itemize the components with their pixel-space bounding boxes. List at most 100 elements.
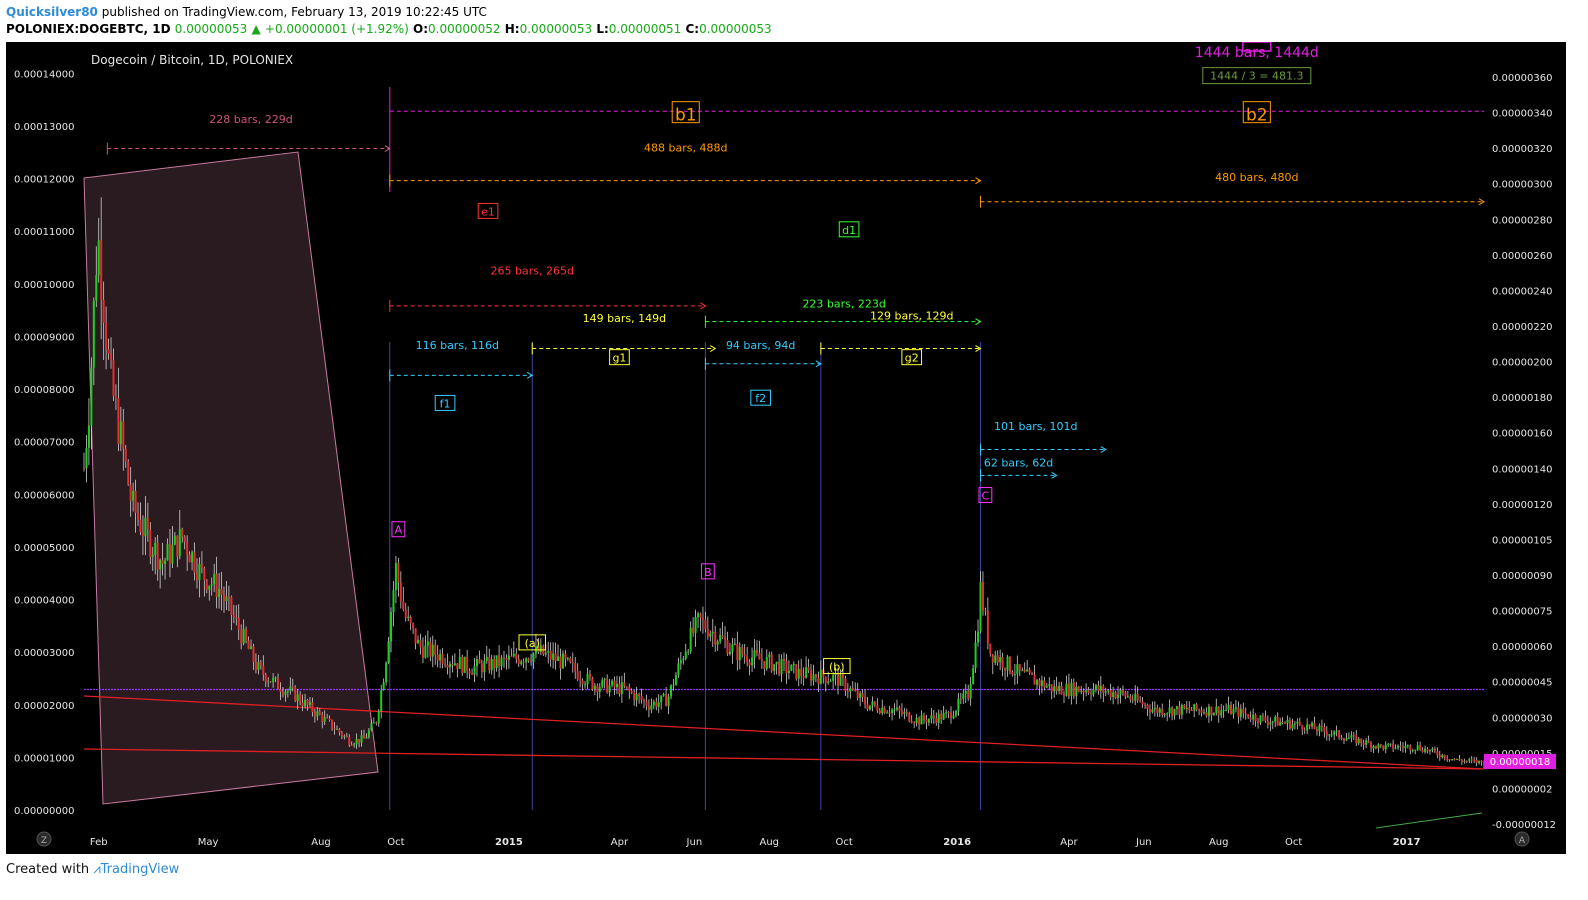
range-label: 223 bars, 223d [802,297,885,310]
candle-body [996,655,999,663]
candle-body [1443,754,1446,759]
candle-body [817,677,820,684]
candle-body [146,517,149,530]
candle-body [859,692,862,698]
candle-body [1239,708,1242,717]
candle-body [1480,760,1483,763]
candle-body [1323,727,1326,732]
candle-body [1104,691,1107,693]
candle-body [1298,721,1301,726]
x-axis-tick-label: Aug [311,837,331,848]
candle-body [596,685,599,692]
candle-body [1023,669,1026,672]
candle-body [505,658,508,660]
range-arrow-head [1478,198,1485,206]
auto-scale-button[interactable]: A [1514,831,1530,847]
candle-body [417,639,420,644]
right-axis-tick-label: 0.00000200 [1492,358,1552,369]
candle-body [127,461,130,485]
candle-body [1220,710,1223,716]
candle-body [1252,714,1255,720]
candle-body [1227,704,1230,710]
price-chart[interactable]: 0.00014000 0.00013000 0.00012000 0.00011000… [6,42,1566,854]
candle-body [1026,669,1029,672]
candle-body [1340,737,1343,739]
candle-body [168,544,171,564]
candle-body [1431,748,1434,750]
candle-body [561,653,564,669]
candle-body [392,590,395,613]
wave-label: (b) [829,661,845,674]
candle-body [446,664,449,668]
candle-body [684,651,687,659]
candle-body [1315,729,1318,732]
candle-body [611,680,614,686]
candle-body [620,682,623,695]
time-axis[interactable]: Feb May Aug Oct 2015 Apr Jun Aug Oct 2016 Apr Jun Au… [90,837,1421,848]
candle-body [259,662,262,666]
candle-body [1387,743,1390,745]
candle-body [390,612,393,642]
candle-body [1377,744,1380,749]
x-axis-tick-label: Jun [1135,837,1152,848]
candle-body [444,663,447,665]
wave-label: g1 [612,352,626,365]
candle-body [559,656,562,669]
candle-body [711,631,714,634]
right-price-axis[interactable]: 0.00000360 0.00000340 0.00000320 0.00000300… [1492,73,1556,831]
candle-body [1338,730,1341,738]
candle-body [503,657,505,659]
candle-body [1065,683,1068,696]
candle-body [1470,759,1473,761]
candle-body [942,713,945,720]
candle-body [557,656,560,662]
candle-body [775,661,778,665]
candle-body [692,627,695,634]
candle-body [733,643,736,645]
candle-body [778,661,781,674]
wave-label-box [1242,101,1271,124]
candle-body [1205,712,1208,716]
candle-body [483,661,486,673]
candle-body [318,711,321,715]
candle-body [1070,682,1073,696]
candle-body [141,532,144,537]
tradingview-link[interactable]: TradingView [100,862,180,877]
candle-body [215,573,218,598]
high-value: 0.00000053 [519,22,593,36]
candle-body [962,693,965,699]
candle-body [512,653,515,657]
candle-body [950,712,953,719]
candle-body [399,582,402,602]
candle-body [927,718,930,723]
right-axis-tick-label: 0.00000260 [1492,251,1552,262]
candle-body [193,552,196,573]
zoom-button[interactable]: Z [36,831,52,847]
candle-body [242,628,245,644]
candle-body [1352,735,1355,737]
candle-body [704,619,707,630]
left-price-axis[interactable]: 0.00014000 0.00013000 0.00012000 0.00011000… [14,69,74,817]
candle-body [635,694,638,701]
candle-body [1274,716,1277,722]
candle-body [1264,716,1267,721]
candle-body [1433,748,1436,752]
candle-body [426,641,429,646]
candle-body [87,425,90,448]
candle-body [851,688,854,690]
candle-body [247,640,250,649]
range-label: 62 bars, 62d [984,456,1053,469]
candle-body [1099,685,1102,691]
candle-body [431,644,434,657]
candle-body [195,572,198,581]
candle-body [1158,708,1161,713]
candle-body [1399,745,1402,747]
candle-body [974,642,977,669]
wave-label: A [395,524,403,537]
ohlc-line: POLONIEX:DOGEBTC, 1D 0.00000053 ▲ +0.000… [6,22,772,36]
candle-body [1102,685,1105,693]
candle-body [105,322,108,350]
candle-body [753,650,756,658]
author-link[interactable]: Quicksilver80 [6,5,98,19]
range-label: 228 bars, 229d [209,113,292,126]
